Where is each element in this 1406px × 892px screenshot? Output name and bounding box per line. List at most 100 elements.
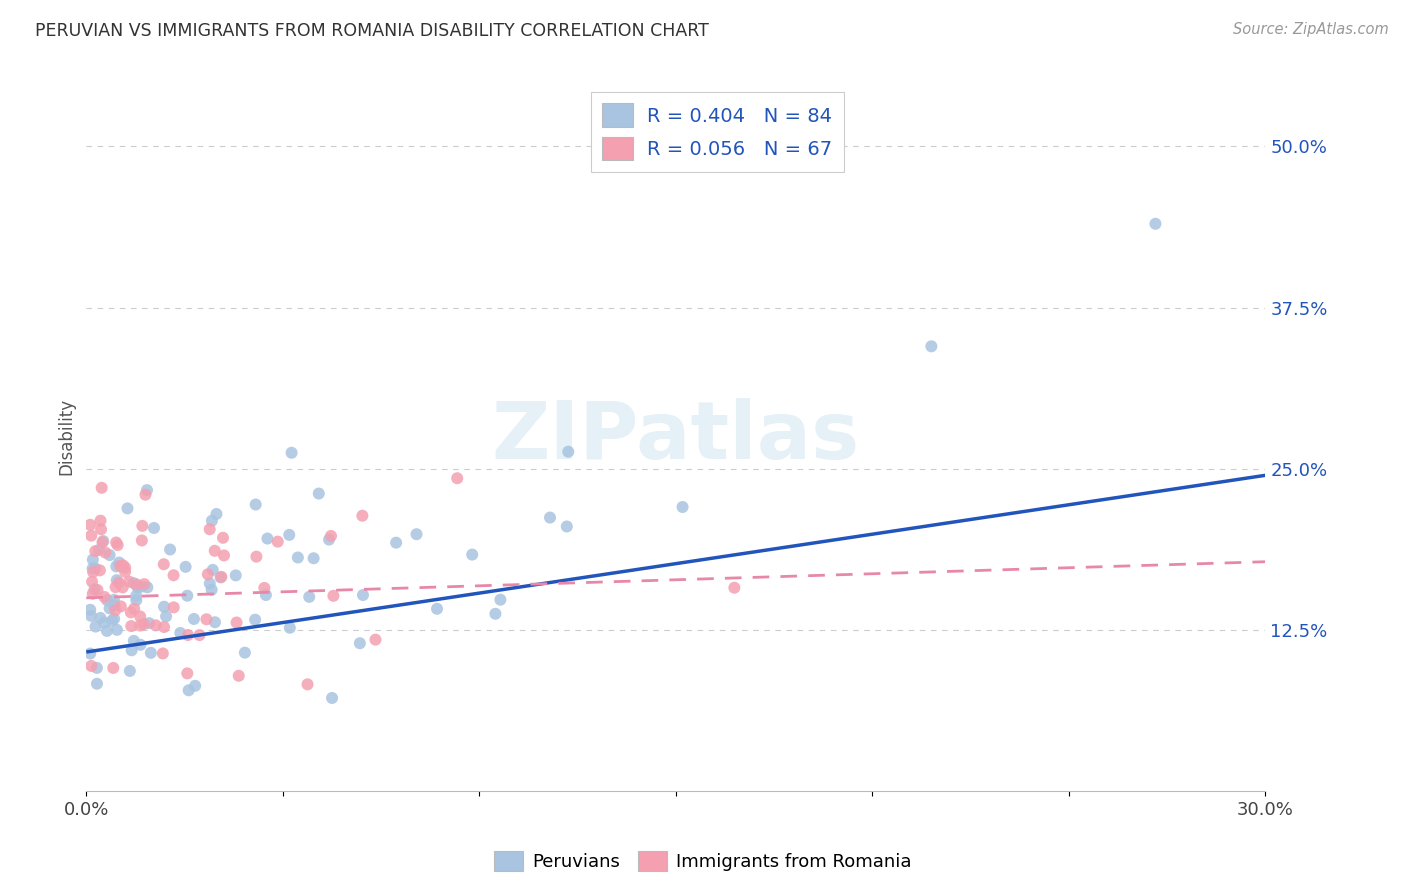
Point <box>555 519 578 533</box>
Point <box>321 690 343 705</box>
Point <box>145 618 167 632</box>
Point <box>125 577 148 591</box>
Point <box>153 599 176 614</box>
Point <box>82 552 104 566</box>
Point <box>318 533 340 547</box>
Point <box>105 623 128 637</box>
Point <box>136 483 159 497</box>
Point <box>105 559 128 574</box>
Point <box>86 582 108 597</box>
Point <box>79 647 101 661</box>
Point <box>121 643 143 657</box>
Point <box>484 607 506 621</box>
Point <box>139 646 162 660</box>
Point <box>114 560 136 574</box>
Point <box>131 580 153 594</box>
Point <box>426 601 449 615</box>
Point <box>225 615 247 630</box>
Point <box>204 615 226 630</box>
Point <box>120 605 142 619</box>
Point <box>112 558 135 573</box>
Text: PERUVIAN VS IMMIGRANTS FROM ROMANIA DISABILITY CORRELATION CHART: PERUVIAN VS IMMIGRANTS FROM ROMANIA DISA… <box>35 22 709 40</box>
Point <box>118 664 141 678</box>
Point <box>297 677 319 691</box>
Point <box>127 581 149 595</box>
Point <box>162 568 184 582</box>
Point <box>129 618 152 632</box>
Legend: Peruvians, Immigrants from Romania: Peruvians, Immigrants from Romania <box>486 844 920 879</box>
Point <box>183 612 205 626</box>
Point <box>209 570 232 584</box>
Text: ZIPatlas: ZIPatlas <box>492 398 860 475</box>
Point <box>174 559 197 574</box>
Point <box>82 561 104 575</box>
Point <box>278 621 301 635</box>
Point <box>89 563 111 577</box>
Point <box>122 601 145 615</box>
Point <box>489 592 512 607</box>
Point <box>405 527 427 541</box>
Point <box>118 574 141 589</box>
Point <box>723 581 745 595</box>
Point <box>90 481 112 495</box>
Point <box>461 548 484 562</box>
Point <box>138 616 160 631</box>
Point <box>86 661 108 675</box>
Point <box>131 533 153 548</box>
Point <box>278 528 301 542</box>
Point <box>245 549 267 564</box>
Point <box>256 532 278 546</box>
Point <box>204 543 226 558</box>
Point <box>152 558 174 572</box>
Point <box>91 535 114 549</box>
Point <box>352 508 374 523</box>
Point <box>122 576 145 591</box>
Point <box>1144 217 1167 231</box>
Point <box>80 574 103 589</box>
Point <box>129 609 152 624</box>
Point <box>253 581 276 595</box>
Point <box>82 565 104 579</box>
Point <box>385 535 408 549</box>
Point <box>107 538 129 552</box>
Point <box>201 514 224 528</box>
Point <box>349 636 371 650</box>
Point <box>209 570 232 584</box>
Point <box>111 581 134 595</box>
Point <box>319 529 342 543</box>
Point <box>90 522 112 536</box>
Point <box>110 559 132 574</box>
Point <box>89 611 111 625</box>
Point <box>364 632 387 647</box>
Point <box>298 590 321 604</box>
Point <box>125 589 148 603</box>
Point <box>80 528 103 542</box>
Point <box>80 608 103 623</box>
Point <box>254 588 277 602</box>
Point <box>169 626 191 640</box>
Point <box>201 563 224 577</box>
Point <box>233 646 256 660</box>
Point <box>83 582 105 597</box>
Text: Source: ZipAtlas.com: Source: ZipAtlas.com <box>1233 22 1389 37</box>
Point <box>205 507 228 521</box>
Point <box>198 576 221 591</box>
Point <box>89 514 111 528</box>
Point <box>143 521 166 535</box>
Point <box>87 543 110 558</box>
Point <box>243 613 266 627</box>
Point <box>159 542 181 557</box>
Point <box>163 600 186 615</box>
Point <box>94 545 117 559</box>
Point <box>104 580 127 594</box>
Point <box>110 599 132 614</box>
Point <box>104 603 127 617</box>
Point <box>84 561 107 575</box>
Point <box>96 593 118 607</box>
Point <box>117 501 139 516</box>
Point <box>132 617 155 632</box>
Point <box>120 619 142 633</box>
Point <box>201 582 224 597</box>
Point <box>84 544 107 558</box>
Point <box>131 519 153 533</box>
